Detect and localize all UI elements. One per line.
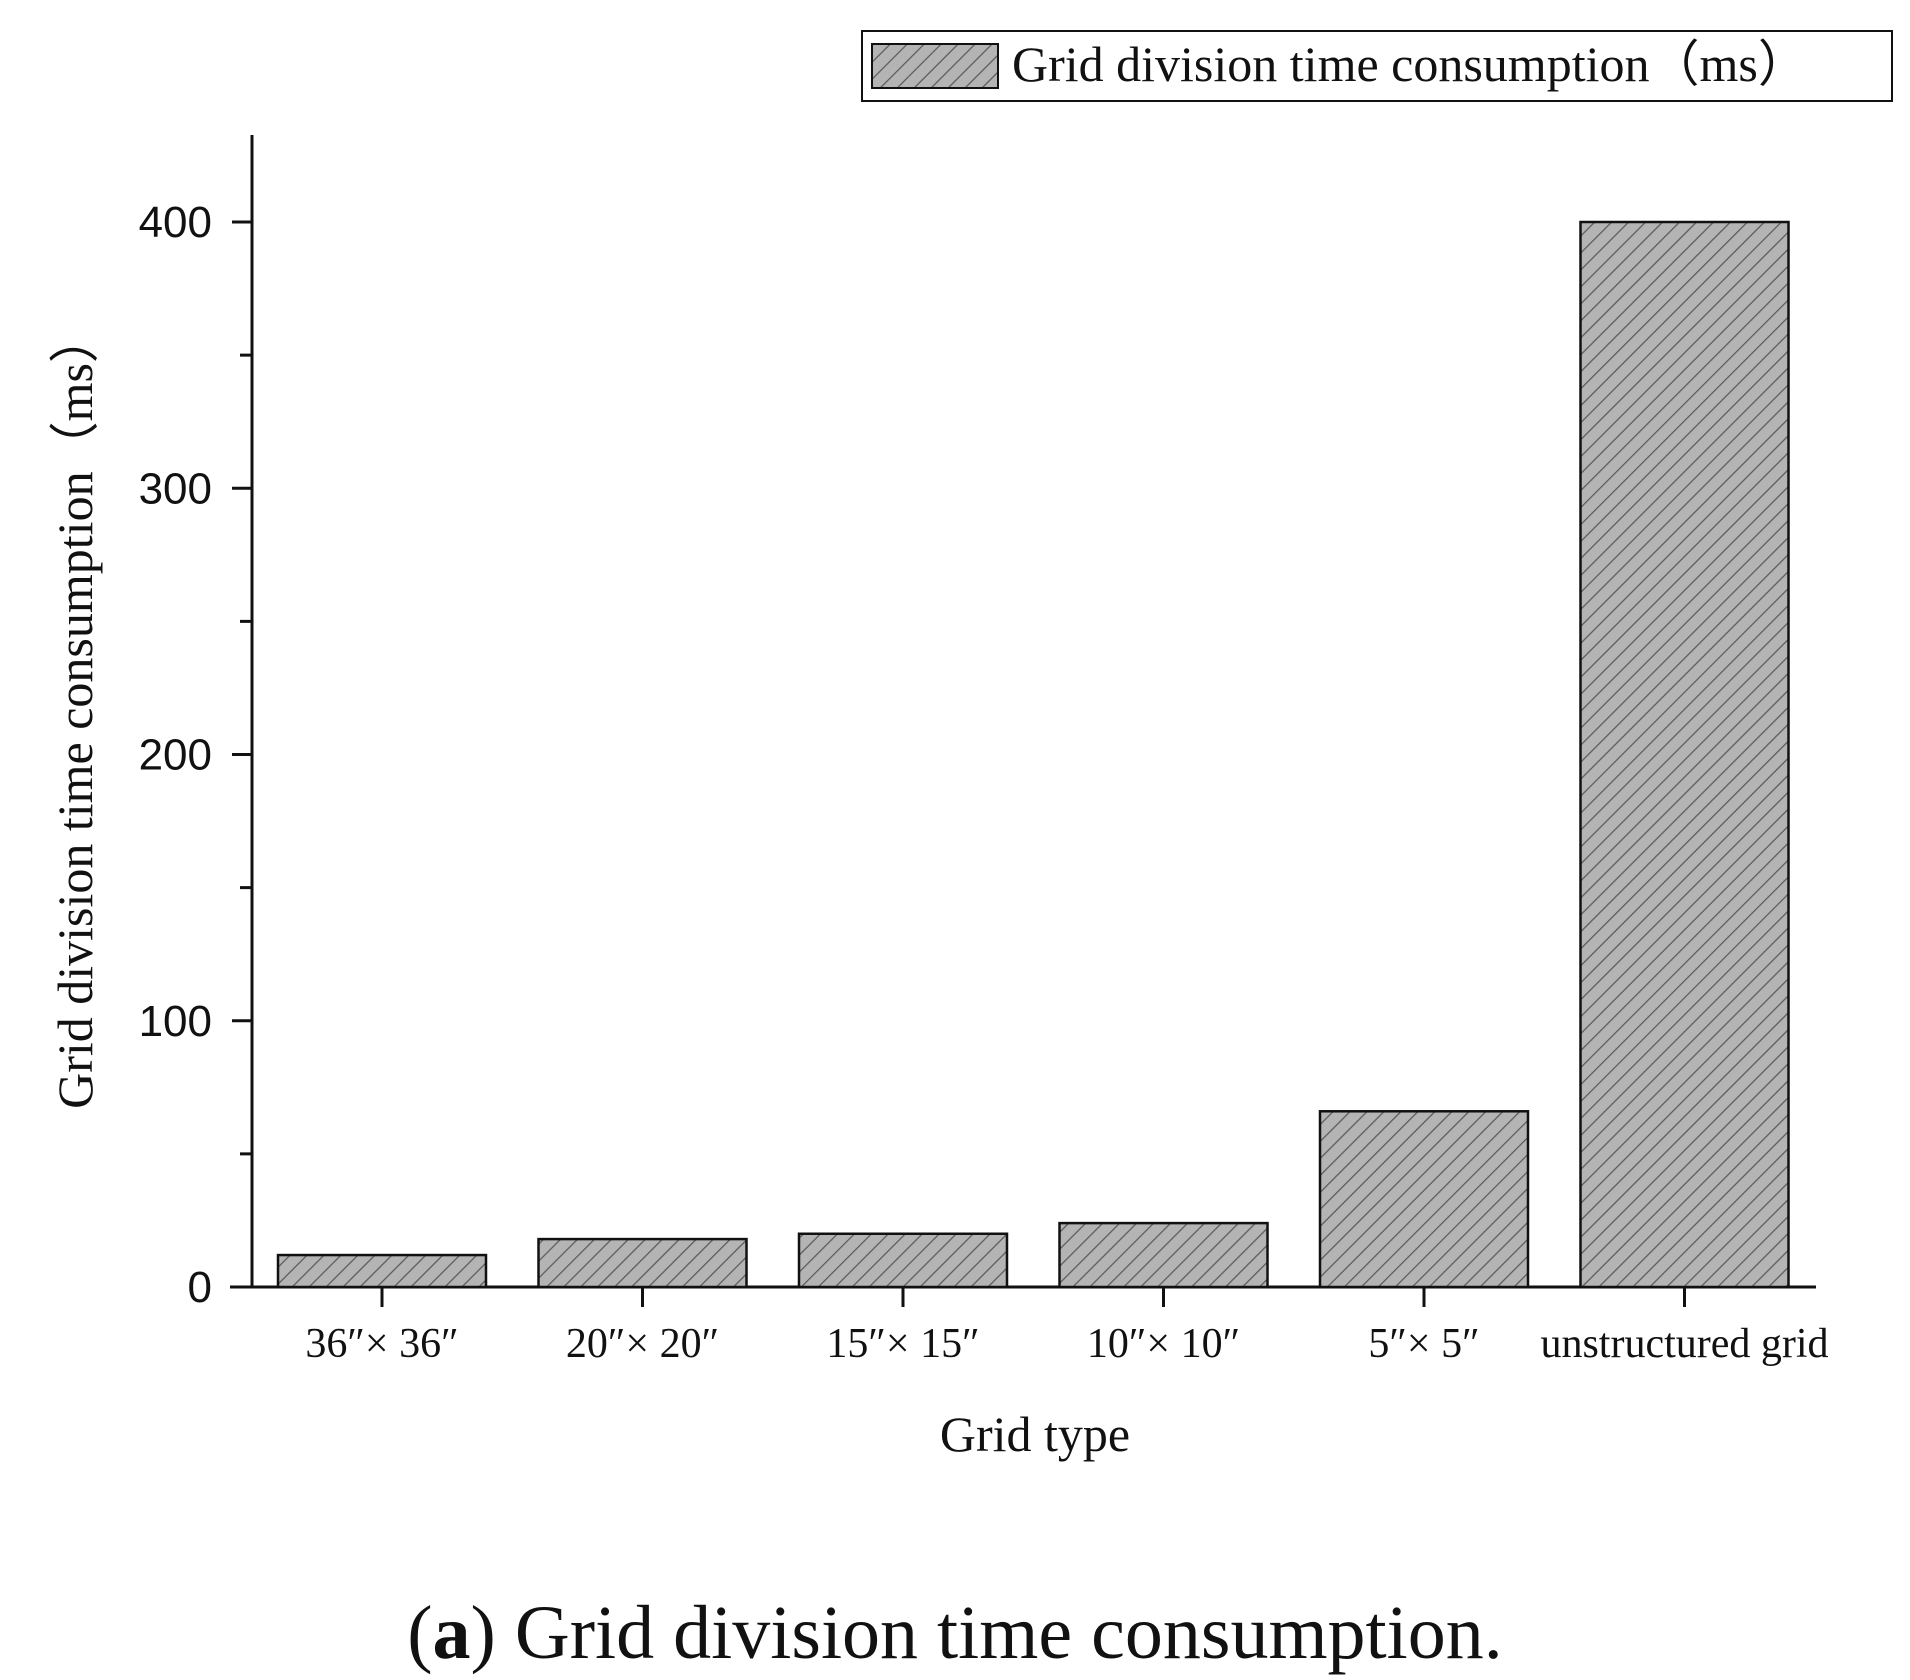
y-axis-title: Grid division time consumption（ms） [47, 313, 103, 1109]
x-tick-label: 20″× 20″ [566, 1321, 719, 1367]
bar [1058, 1221, 1269, 1289]
x-axis-title: Grid type [940, 1406, 1130, 1462]
y-ticks: 0 100 200 300 400 [139, 198, 252, 1312]
bar [1318, 1110, 1530, 1289]
bars [276, 220, 1790, 1289]
x-tick-label: 10″× 10″ [1087, 1321, 1240, 1367]
caption-text: Grid division time consumption. [515, 1591, 1503, 1675]
caption-label: a [433, 1591, 471, 1675]
legend-box [861, 30, 1893, 102]
x-tick-label: unstructured grid [1540, 1321, 1828, 1367]
y-tick-label: 200 [139, 731, 212, 780]
bar [537, 1237, 748, 1289]
legend-label: Grid division time consumption（ms） [1012, 36, 1808, 92]
bar [797, 1232, 1009, 1289]
x-ticks: 36″× 36″ 20″× 20″ 15″× 15″ 10″× 10″ 5″× 5″ un… [305, 1287, 1829, 1367]
legend: Grid division time consumption（ms） [861, 30, 1893, 102]
x-tick-label: 5″× 5″ [1368, 1321, 1479, 1367]
bar [1579, 220, 1790, 1289]
legend-swatch [871, 43, 999, 89]
x-tick-label: 36″× 36″ [305, 1321, 458, 1367]
y-tick-label: 0 [188, 1263, 212, 1312]
y-tick-label: 100 [139, 997, 212, 1046]
y-tick-label: 400 [139, 198, 212, 247]
bar [276, 1253, 488, 1289]
y-tick-label: 300 [139, 464, 212, 513]
x-tick-label: 15″× 15″ [826, 1321, 979, 1367]
figure-caption: (a) Grid division time consumption. [407, 1591, 1503, 1675]
